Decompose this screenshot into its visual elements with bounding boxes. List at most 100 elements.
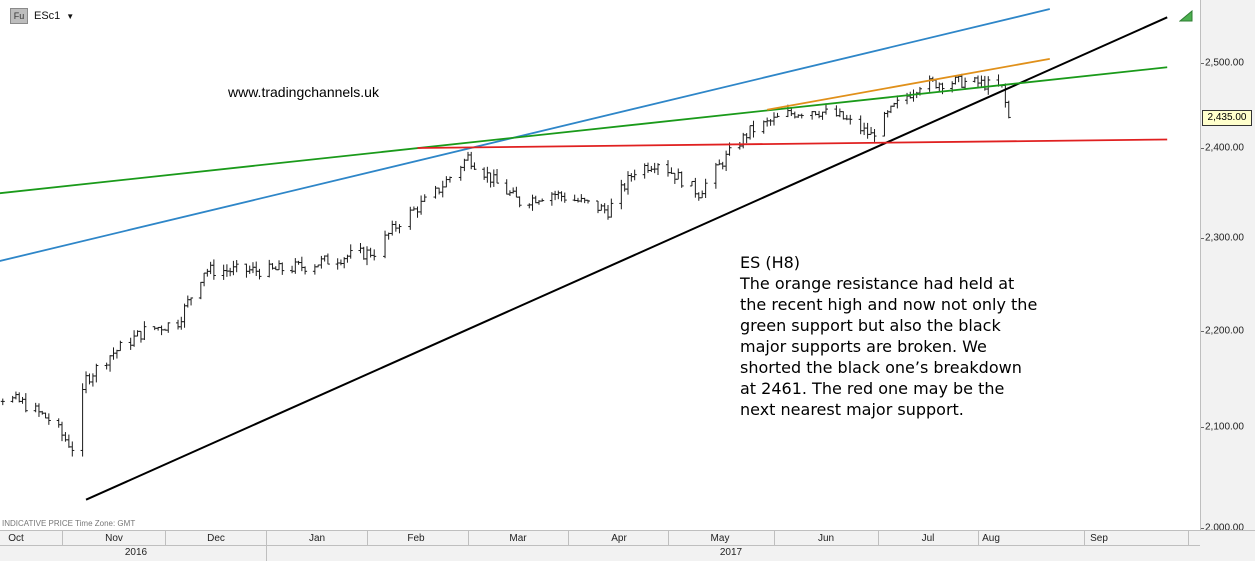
y-tick-label: 2,000.00 [1205,522,1244,534]
price-bar [869,126,874,135]
price-bar [517,196,522,208]
price-bar [408,206,413,230]
price-bar [33,402,38,413]
annotation-line: the recent high and now not only the [740,295,1038,314]
price-bar [676,168,681,180]
month-separator [668,531,669,545]
price-bar [267,259,272,278]
price-bar [862,122,867,136]
y-tick-label: 2,100.00 [1205,421,1244,433]
price-chart[interactable] [0,0,1200,530]
price-bar [118,340,123,352]
price-bar [599,203,604,211]
price-bar [189,297,194,306]
month-label: Aug [982,533,1000,544]
month-label: Nov [105,533,123,544]
price-bar [713,162,718,189]
price-bar [234,260,239,273]
price-bar [959,73,964,88]
year-label: 2016 [124,547,148,558]
price-bar [737,142,742,150]
price-bar [23,393,28,413]
year-label: 2017 [719,547,743,558]
orange-trendline[interactable] [767,57,1050,111]
price-bar [111,347,116,360]
price-bar [789,107,794,117]
price-bar [108,355,113,372]
month-separator [878,531,879,545]
price-bar [488,172,493,188]
price-bar [602,203,607,214]
price-bar [393,220,398,232]
price-bar [632,169,637,181]
month-separator [1188,531,1189,545]
price-bar [325,253,330,265]
price-bar [491,169,496,187]
price-bar [87,373,92,385]
price-bar [361,246,366,260]
price-bar [94,363,99,383]
blue-trendline[interactable] [0,8,1051,271]
trendlines [0,8,1168,501]
time-axis[interactable]: Oct Nov Dec Jan Feb Mar Apr May Jun Jul … [0,530,1255,561]
month-separator [1084,531,1085,545]
black-trendline[interactable] [85,16,1168,501]
price-bar [135,330,140,337]
month-label: Feb [407,533,425,544]
price-bar [1003,83,1008,108]
price-bar [986,76,991,95]
month-label: Mar [509,533,527,544]
price-bar [810,111,815,120]
green-trendline[interactable] [0,66,1168,197]
month-separator [266,531,267,545]
price-bar [208,261,213,275]
chevron-down-icon[interactable]: ▼ [66,11,75,21]
symbol-label[interactable]: ESc1 [34,10,61,22]
price-bar [848,114,853,125]
price-bar [70,441,75,457]
price-axis[interactable]: 2,000.00 2,100.00 2,200.00 2,300.00 2,40… [1200,0,1255,534]
price-bar [176,319,181,330]
price-bar [224,264,229,277]
price-bar [511,187,516,194]
red-trendline[interactable] [417,138,1168,149]
price-bar [927,75,932,92]
price-bar [43,412,48,419]
price-bar [775,112,780,118]
price-bar [152,326,157,331]
price-bar [622,182,627,192]
price-bar [824,103,828,115]
month-label: Dec [207,533,225,544]
price-bar [609,198,614,218]
month-separator [568,531,569,545]
chart-area[interactable]: Fu ESc1 ▼ www.tradingchannels.uk ES (H8)… [0,0,1200,530]
symbol-bar[interactable]: Fu ESc1 ▼ [10,8,74,24]
price-bar [397,224,402,234]
price-bar [447,176,452,183]
price-bar [679,171,684,188]
axis-divider [0,545,1200,546]
price-bar [159,325,164,336]
flag-icon[interactable] [1179,10,1193,22]
annotation-line: ES (H8) [740,253,801,272]
price-bar [895,95,900,109]
price-bar [586,199,590,204]
price-bar [433,185,438,199]
price-bar [976,75,980,88]
price-bar [390,220,395,236]
price-bar [20,396,25,404]
price-bar [619,179,624,210]
price-bar [656,163,660,176]
price-bar [182,303,187,328]
annotation-line: at 2461. The red one may be the [740,379,1005,398]
y-tick-mark [1201,528,1204,529]
price-bar [156,326,161,331]
price-bar [761,120,766,134]
price-bar [530,194,535,211]
price-bar [540,198,545,202]
y-tick-label: 2,300.00 [1205,232,1244,244]
price-bar [142,321,147,340]
price-bar [132,330,137,347]
price-bar [527,203,532,209]
price-bar [312,264,317,275]
